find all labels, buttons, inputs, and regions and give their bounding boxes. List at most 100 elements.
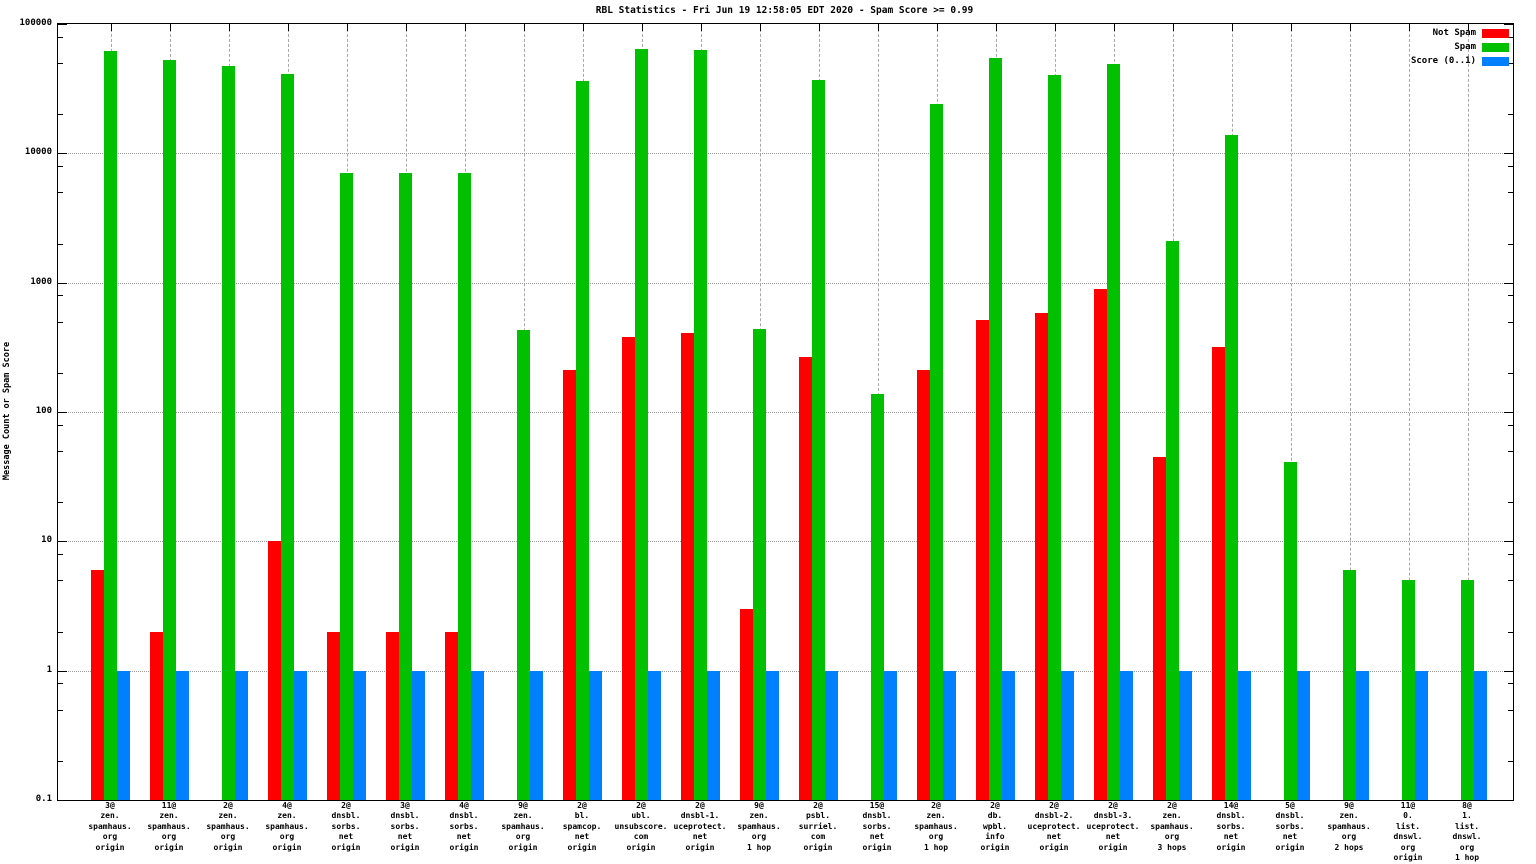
gridline-x-5-dnsbl-sorbs-net-origin bbox=[1291, 24, 1292, 800]
x-category-label-line: 9@ bbox=[518, 801, 528, 810]
bar-score-0-1 bbox=[471, 670, 484, 800]
y-tick-label: 10000 bbox=[24, 147, 52, 158]
x-category-label-line: org bbox=[515, 832, 531, 842]
legend: Not Spam Spam Score (0..1) bbox=[1411, 26, 1509, 68]
x-tick bbox=[642, 24, 643, 31]
x-category-label-line: 8@ bbox=[1462, 801, 1472, 810]
bar-score-0-1 bbox=[294, 670, 307, 800]
x-category-label-line: 11@ bbox=[1400, 801, 1416, 810]
gridline-x-9-zen-spamhaus-org-2-hops bbox=[1350, 24, 1351, 800]
x-category-label-line: origin bbox=[331, 842, 361, 852]
bar-spam bbox=[1461, 580, 1474, 800]
bar-not-spam bbox=[563, 370, 576, 800]
x-category-label-line: org bbox=[1459, 842, 1475, 852]
y-minor-tick bbox=[1508, 114, 1513, 116]
x-category-label-line: 2@ bbox=[990, 801, 1000, 810]
y-minor-tick bbox=[1508, 580, 1513, 582]
y-tick-label: 0.1 bbox=[35, 794, 52, 804]
y-major-tick bbox=[58, 800, 67, 801]
chart-title: RBL Statistics - Fri Jun 19 12:58:05 EDT… bbox=[595, 5, 974, 16]
x-category-label-line: origin bbox=[567, 842, 597, 852]
y-major-tick bbox=[1504, 670, 1513, 672]
x-category-label: 3@ zen. spamhaus. org origin bbox=[72, 801, 148, 853]
x-category-label-line: net bbox=[397, 832, 413, 842]
x-category-label-line: ubl. bbox=[631, 811, 651, 821]
y-minor-tick bbox=[58, 62, 63, 64]
y-major-tick bbox=[1504, 800, 1513, 801]
gridline-x-11-0-list-dnswl-org-origin bbox=[1409, 24, 1410, 800]
bar-spam bbox=[517, 330, 530, 800]
x-tick bbox=[1114, 24, 1115, 31]
y-major-tick bbox=[1504, 412, 1513, 413]
y-major-tick bbox=[58, 412, 67, 413]
x-category-label-line: com bbox=[633, 832, 649, 842]
x-category-label-line: 4@ bbox=[459, 801, 469, 810]
bar-score-0-1 bbox=[884, 670, 897, 800]
bar-score-0-1 bbox=[648, 670, 661, 800]
bar-spam bbox=[635, 49, 648, 800]
x-category-label-line: zen. bbox=[1339, 811, 1359, 821]
bar-score-0-1 bbox=[707, 670, 720, 800]
x-category-label: 5@ dnsbl. sorbs. net origin bbox=[1252, 801, 1328, 853]
x-category-label: 11@ 0. list. dnswl. org origin bbox=[1370, 801, 1446, 863]
x-category-label-line: org bbox=[1341, 832, 1357, 842]
x-category-label: 2@ zen. spamhaus. org 3 hops bbox=[1134, 801, 1210, 853]
x-category-label-line: sorbs. bbox=[1275, 821, 1305, 831]
bar-score-0-1 bbox=[1297, 670, 1310, 800]
x-tick bbox=[760, 24, 761, 31]
y-major-tick bbox=[1504, 153, 1513, 155]
x-category-label-line: origin bbox=[449, 842, 479, 852]
bar-score-0-1 bbox=[1179, 670, 1192, 800]
x-category-label-line: spamhaus. bbox=[737, 821, 781, 831]
y-major-tick bbox=[58, 670, 67, 672]
y-minor-tick bbox=[1508, 709, 1513, 711]
x-category-label-line: origin bbox=[980, 842, 1010, 852]
bar-not-spam bbox=[976, 320, 989, 800]
bar-not-spam bbox=[740, 608, 753, 800]
x-category-label: 2@ dnsbl-1. uceprotect. net origin bbox=[662, 801, 738, 853]
y-minor-tick bbox=[58, 761, 63, 763]
x-category-label-line: origin bbox=[1098, 842, 1128, 852]
x-category-label: 2@ ubl. unsubscore. com origin bbox=[603, 801, 679, 853]
y-minor-tick bbox=[1508, 295, 1513, 297]
y-major-tick bbox=[58, 541, 67, 543]
gridline-y-1000 bbox=[58, 282, 1513, 284]
x-category-label-line: bl. bbox=[574, 811, 590, 821]
x-tick bbox=[1468, 24, 1469, 31]
x-category-label-line: uceprotect. bbox=[1086, 821, 1140, 831]
bar-score-0-1 bbox=[117, 670, 130, 800]
bar-spam bbox=[104, 50, 117, 800]
x-category-label-line: org bbox=[220, 832, 236, 842]
x-category-label-line: net bbox=[1223, 832, 1239, 842]
x-category-label-line: dnsbl-2. bbox=[1034, 811, 1074, 821]
y-major-tick bbox=[58, 153, 67, 155]
x-category-label: 2@ dnsbl-3. uceprotect. net origin bbox=[1075, 801, 1151, 853]
y-major-tick bbox=[1504, 541, 1513, 543]
y-minor-tick bbox=[1508, 761, 1513, 763]
bar-not-spam bbox=[445, 631, 458, 800]
x-category-label-line: 9@ bbox=[754, 801, 764, 810]
x-category-label-line: 11@ bbox=[161, 801, 177, 810]
x-category-label-line: origin bbox=[1216, 842, 1246, 852]
y-minor-tick bbox=[58, 321, 63, 323]
x-category-label-line: surriel. bbox=[798, 821, 838, 831]
y-minor-tick bbox=[58, 683, 63, 685]
x-category-label-line: origin bbox=[390, 842, 420, 852]
y-minor-tick bbox=[58, 114, 63, 116]
x-category-label-line: sorbs. bbox=[1216, 821, 1246, 831]
bar-spam bbox=[1284, 462, 1297, 800]
x-category-label-line: origin bbox=[1039, 842, 1069, 852]
y-minor-tick bbox=[1508, 373, 1513, 375]
x-category-label-line: 2@ bbox=[223, 801, 233, 810]
x-category-label-line: spamhaus. bbox=[147, 821, 191, 831]
x-category-label-line: wpbl. bbox=[982, 821, 1008, 831]
x-category-label-line: origin bbox=[1393, 853, 1423, 863]
x-category-label-line: org bbox=[279, 832, 295, 842]
x-tick bbox=[524, 24, 525, 31]
bar-score-0-1 bbox=[1356, 670, 1369, 800]
x-category-label-line: net bbox=[869, 832, 885, 842]
x-category-label-line: 1. bbox=[1462, 811, 1472, 821]
x-category-label-line: spamhaus. bbox=[1150, 821, 1194, 831]
y-major-tick bbox=[58, 282, 67, 284]
x-tick bbox=[1350, 24, 1351, 31]
